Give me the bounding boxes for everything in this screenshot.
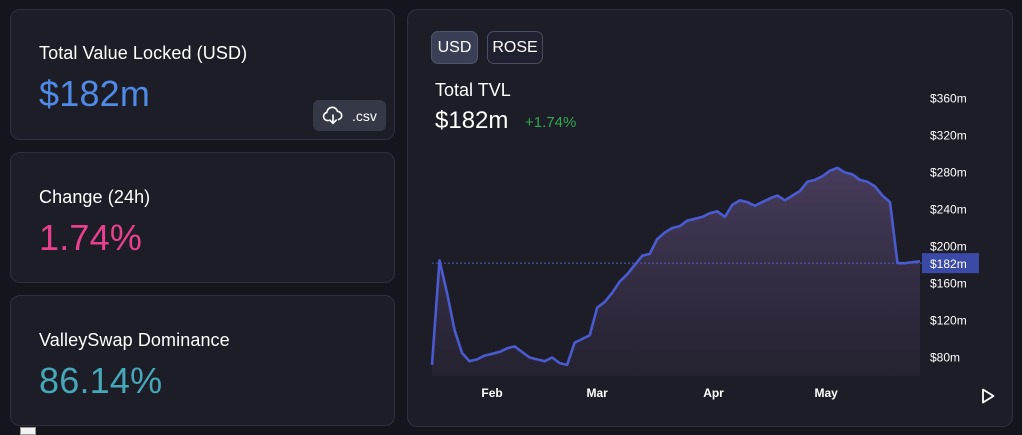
dominance-label: ValleySwap Dominance bbox=[39, 330, 230, 350]
x-tick-label: Mar bbox=[586, 386, 608, 400]
y-tick-label: $320m bbox=[930, 129, 967, 143]
change-value: 1.74% bbox=[39, 217, 143, 258]
x-tick-label: Apr bbox=[703, 386, 724, 400]
y-tick-label: $200m bbox=[930, 240, 967, 254]
play-icon[interactable] bbox=[981, 388, 995, 404]
csv-download-button[interactable]: .csv bbox=[313, 100, 386, 131]
y-tick-label: $360m bbox=[930, 92, 967, 106]
tvl-line bbox=[430, 166, 921, 367]
y-tick-label: $160m bbox=[930, 277, 967, 291]
tvl-chart: $80m $120m $160m $200m $240m $280m $320m $360m $… bbox=[430, 92, 979, 400]
chart-title: Total TVL bbox=[435, 80, 511, 100]
dominance-card: ValleySwap Dominance 86.14% bbox=[10, 295, 395, 426]
y-tick-label: $240m bbox=[930, 203, 967, 217]
y-tick-label: $280m bbox=[930, 166, 967, 180]
chart-change: +1.74% bbox=[525, 114, 577, 131]
change-card: Change (24h) 1.74% bbox=[10, 152, 395, 283]
csv-label: .csv bbox=[352, 107, 377, 124]
y-tick-label: $80m bbox=[930, 351, 960, 365]
tvl-value: $182m bbox=[39, 73, 151, 114]
usd-toggle-button[interactable]: USD bbox=[431, 31, 478, 64]
y-tick-label: $120m bbox=[930, 314, 967, 328]
tvl-label: Total Value Locked (USD) bbox=[39, 43, 248, 63]
change-label: Change (24h) bbox=[39, 187, 151, 207]
x-tick-label: May bbox=[814, 386, 838, 400]
download-cloud-icon bbox=[322, 106, 343, 124]
current-value-label: $182m bbox=[930, 257, 967, 271]
tvl-area bbox=[432, 167, 920, 376]
chart-value: $182m bbox=[435, 107, 509, 134]
current-value-badge bbox=[922, 253, 979, 274]
tvl-card: Total Value Locked (USD) $182m .csv bbox=[10, 9, 395, 140]
dominance-value: 86.14% bbox=[39, 360, 163, 401]
rose-toggle-button[interactable]: ROSE bbox=[487, 31, 543, 64]
x-tick-label: Feb bbox=[481, 386, 502, 400]
tvl-chart-card: $80m $120m $160m $200m $240m $280m $320m $360m $… bbox=[407, 9, 1013, 427]
